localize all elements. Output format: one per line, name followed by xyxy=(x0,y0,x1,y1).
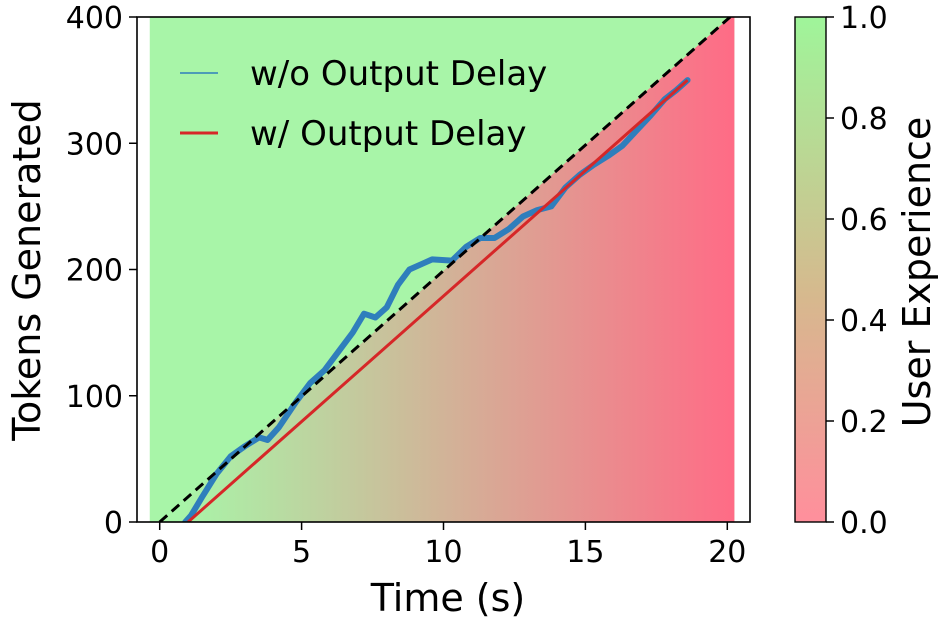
legend: w/o Output Delay w/ Output Delay xyxy=(180,54,547,154)
y-tick-label: 200 xyxy=(66,254,123,289)
x-tick-label: 15 xyxy=(566,535,604,570)
x-tick-label: 0 xyxy=(150,535,169,570)
x-tick-label: 10 xyxy=(424,535,462,570)
colorbar-tick-label: 0.2 xyxy=(840,405,888,440)
y-tick-label: 300 xyxy=(66,127,123,162)
colorbar-gradient xyxy=(794,16,827,523)
y-axis-label: Tokens Generated xyxy=(5,99,49,442)
reference-dashed-line xyxy=(158,17,733,522)
colorbar-tick-label: 0.0 xyxy=(840,506,888,541)
colorbar-label: User Experience xyxy=(895,117,939,428)
colorbar-tick-label: 0.6 xyxy=(840,203,888,238)
colorbar-tick-label: 0.8 xyxy=(840,102,888,137)
colorbar-tick-label: 0.4 xyxy=(840,304,888,339)
y-tick-label: 400 xyxy=(66,1,123,36)
series-line-wo-delay xyxy=(182,77,691,522)
series-layer xyxy=(158,17,733,522)
colorbar-ticks: 0.0 0.2 0.4 0.6 0.8 1.0 xyxy=(826,1,888,541)
x-axis-label: Time (s) xyxy=(370,576,526,620)
colorbar-tick-label: 1.0 xyxy=(840,1,888,36)
x-tick-label: 5 xyxy=(292,535,311,570)
legend-label-w-delay: w/ Output Delay xyxy=(250,114,526,154)
colorbar: 0.0 0.2 0.4 0.6 0.8 1.0 User Experience xyxy=(794,1,939,541)
x-tick-label: 20 xyxy=(708,535,746,570)
y-axis-ticks: 0 100 200 300 400 xyxy=(66,1,137,541)
series-line-w-delay xyxy=(187,79,689,522)
legend-label-wo-delay: w/o Output Delay xyxy=(250,54,547,94)
y-tick-label: 0 xyxy=(104,506,123,541)
y-tick-label: 100 xyxy=(66,380,123,415)
x-axis-ticks: 0 5 10 15 20 xyxy=(150,522,746,570)
